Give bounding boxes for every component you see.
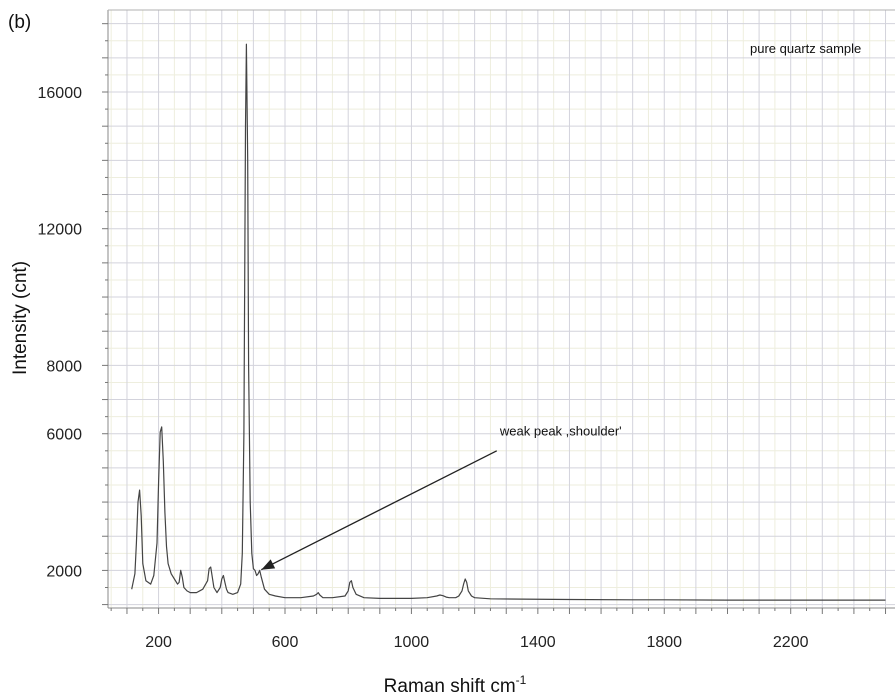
sample-label: pure quartz sample [750,41,861,56]
annotation: weak peak ,shoulder' [260,423,622,571]
y-tick-label: 12000 [38,222,83,239]
x-tick-label: 1400 [520,634,556,651]
y-tick-label: 6000 [46,427,82,444]
x-tick-label: 1000 [394,634,430,651]
x-tick-label: 2200 [773,634,809,651]
spectrum-line [131,43,886,601]
x-tick-label: 1800 [646,634,682,651]
x-axis-title: Raman shift cm-1 [384,673,527,697]
y-tick-label: 2000 [46,563,82,580]
series-layer [131,43,886,601]
minor-grid [108,10,895,608]
axes [107,9,895,609]
annotation-arrow-line [260,450,498,571]
panel-label: (b) [8,12,31,33]
y-tick-label: 8000 [46,358,82,375]
annotation-text: weak peak ,shoulder' [499,423,622,438]
x-axis-title-main: Raman shift cm [384,676,516,697]
x-tick-label: 600 [272,634,299,651]
x-axis-title-superscript: -1 [516,673,527,687]
major-grid [108,10,895,608]
ticks: 200 600 1000 1400 1800 2200 2000 6000 8000 12000 1… [38,23,887,651]
x-tick-label: 200 [145,634,172,651]
y-axis-title: Intensity (cnt) [10,261,31,375]
y-tick-label: 16000 [38,85,83,102]
annotation-arrowhead [261,559,276,570]
